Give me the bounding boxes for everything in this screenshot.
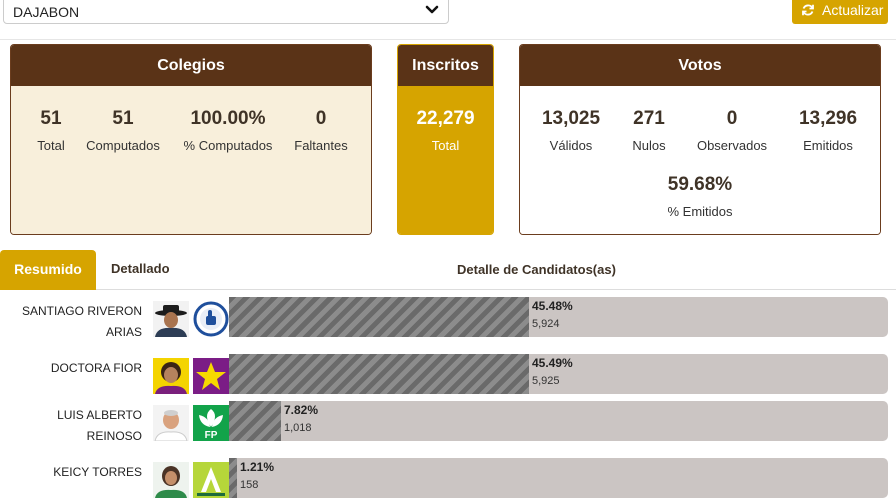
stat-label: % Emitidos xyxy=(667,204,733,219)
colegios-computados: 51 Computados xyxy=(83,108,163,153)
chevron-down-icon xyxy=(425,5,439,14)
vote-percent: 45.48% xyxy=(532,299,573,313)
svg-text:FP: FP xyxy=(205,430,218,441)
results-tabs: Resumido Detallado Detalle de Candidatos… xyxy=(0,250,896,290)
colegios-pct-computados: 100.00% % Computados xyxy=(178,108,278,153)
fp-leaf-icon: FP xyxy=(193,405,229,441)
candidate-photo xyxy=(153,462,189,498)
inscritos-title: Inscritos xyxy=(398,45,493,86)
vote-count: 5,925 xyxy=(532,375,560,387)
inscritos-card: Inscritos 22,279 Total xyxy=(397,44,494,235)
tab-detallado[interactable]: Detallado xyxy=(111,261,170,276)
candidate-photo xyxy=(153,358,189,394)
stat-value: 22,279 xyxy=(416,108,475,129)
candidate-name-line: REINOSO xyxy=(86,429,142,443)
vote-percent: 1.21% xyxy=(240,460,275,474)
candidate-name: LUIS ALBERTO REINOSO xyxy=(0,405,142,447)
colegios-title: Colegios xyxy=(11,45,371,86)
candidate-photo xyxy=(153,405,189,441)
stat-value: 13,025 xyxy=(541,108,601,129)
votos-validos: 13,025 Válidos xyxy=(536,108,606,153)
vote-percent: 7.82% xyxy=(284,403,319,417)
vote-bar-fill xyxy=(229,297,529,337)
candidate-photo xyxy=(153,301,189,337)
stat-label: Emitidos xyxy=(803,138,853,153)
votos-observados: 0 Observados xyxy=(692,108,772,153)
vote-bar: 7.82% 1,018 xyxy=(229,401,888,441)
candidate-name: SANTIAGO RIVERON ARIAS xyxy=(0,301,142,343)
stat-value: 0 xyxy=(315,108,327,129)
candidate-row: LUIS ALBERTO REINOSO FP 7.82% 1,018 xyxy=(0,401,896,447)
votos-emitidos: 13,296 Emitidos xyxy=(792,108,864,153)
vote-count: 1,018 xyxy=(284,422,312,434)
province-select-value: DAJABON xyxy=(13,4,80,20)
vote-bar-fill xyxy=(229,401,281,441)
vote-bar: 45.48% 5,924 xyxy=(229,297,888,337)
stat-label: Válidos xyxy=(549,138,593,153)
vote-bar: 1.21% 158 xyxy=(229,458,888,498)
stat-value: 51 xyxy=(112,108,134,129)
votos-card: Votos 13,025 Válidos 271 Nulos 0 Observa… xyxy=(519,44,881,235)
candidate-name-line: LUIS ALBERTO xyxy=(57,408,142,422)
refresh-icon xyxy=(802,4,814,16)
alianza-pais-icon xyxy=(193,462,229,498)
colegios-total: 51 Total xyxy=(31,108,71,153)
votos-title: Votos xyxy=(520,45,880,86)
vote-bar: 45.49% 5,925 xyxy=(229,354,888,394)
inscritos-total: 22,279 Total xyxy=(398,108,493,153)
vote-count: 5,924 xyxy=(532,318,560,330)
candidate-row: SANTIAGO RIVERON ARIAS 45.48% 5,924 xyxy=(0,297,896,343)
province-select[interactable]: DAJABON xyxy=(3,0,449,24)
stat-label: % Computados xyxy=(183,138,273,153)
vote-percent: 45.49% xyxy=(532,356,573,370)
stat-label: Observados xyxy=(696,138,768,153)
votos-body: 13,025 Válidos 271 Nulos 0 Observados 13… xyxy=(520,86,880,234)
refresh-button[interactable]: Actualizar xyxy=(792,0,888,24)
tab-resumido[interactable]: Resumido xyxy=(0,250,96,290)
stat-label: Computados xyxy=(86,138,160,153)
top-bar: DAJABON Actualizar xyxy=(0,0,896,40)
votos-nulos: 271 Nulos xyxy=(624,108,674,153)
stat-label: Faltantes xyxy=(294,138,348,153)
candidate-name: KEICY TORRES xyxy=(0,462,142,483)
stat-label: Total xyxy=(37,138,65,153)
inscritos-body: 22,279 Total xyxy=(398,86,493,234)
candidate-name-line: ARIAS xyxy=(105,325,142,339)
candidate-name: DOCTORA FIOR xyxy=(0,358,142,379)
candidate-name-line: SANTIAGO RIVERON xyxy=(21,304,142,318)
colegios-card: Colegios 51 Total 51 Computados 100.00% … xyxy=(10,44,372,235)
candidate-name-line: KEICY TORRES xyxy=(53,465,142,479)
stat-value: 51 xyxy=(40,108,62,129)
vote-bar-fill xyxy=(229,354,529,394)
candidate-name-line: DOCTORA FIOR xyxy=(50,361,142,375)
candidate-row: DOCTORA FIOR 45.49% 5,925 xyxy=(0,354,896,400)
vote-count: 158 xyxy=(240,479,259,491)
colegios-body: 51 Total 51 Computados 100.00% % Computa… xyxy=(11,86,371,234)
votos-pct-emitidos: 59.68% % Emitidos xyxy=(650,174,750,219)
stat-label: Nulos xyxy=(632,138,666,153)
section-title: Detalle de Candidatos(as) xyxy=(457,262,616,277)
colegios-faltantes: 0 Faltantes xyxy=(291,108,351,153)
stat-value: 100.00% xyxy=(190,108,266,129)
prm-thumb-icon xyxy=(193,301,229,337)
stat-value: 0 xyxy=(726,108,738,129)
vote-bar-fill xyxy=(229,458,237,498)
stat-value: 59.68% xyxy=(667,174,733,195)
stat-value: 13,296 xyxy=(798,108,858,129)
pld-star-icon xyxy=(193,358,229,394)
candidate-row: KEICY TORRES 1.21% 158 xyxy=(0,458,896,504)
stat-value: 271 xyxy=(633,108,665,129)
refresh-label: Actualizar xyxy=(822,2,884,18)
stat-label: Total xyxy=(431,138,460,153)
